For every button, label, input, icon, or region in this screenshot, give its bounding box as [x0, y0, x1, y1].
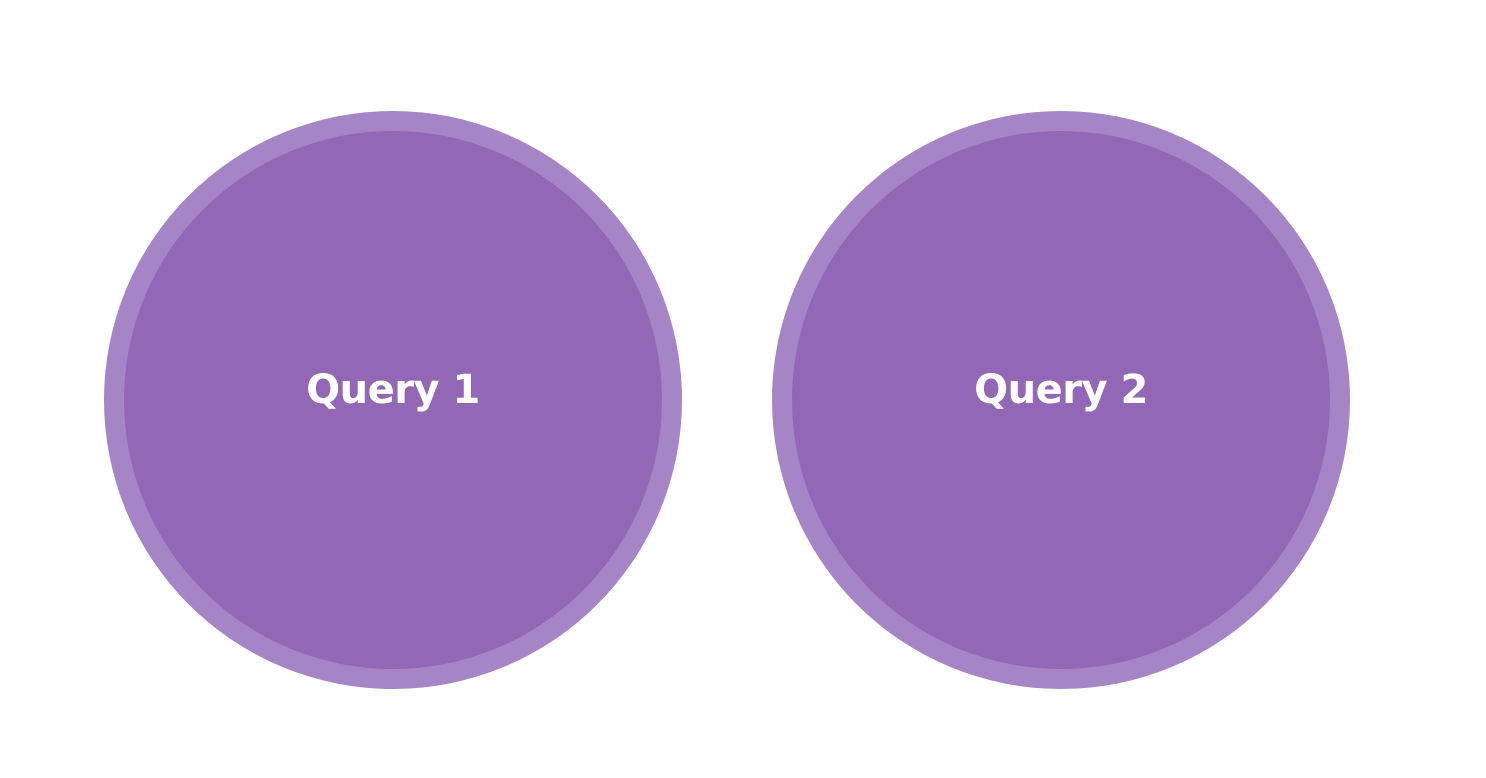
- query-1-label: Query 1: [306, 367, 480, 413]
- query-2-label: Query 2: [974, 367, 1148, 413]
- query-1-circle-fill: Query 1: [124, 131, 662, 669]
- query-1-circle: Query 1: [104, 111, 682, 689]
- query-2-circle-fill: Query 2: [792, 131, 1330, 669]
- query-2-circle: Query 2: [772, 111, 1350, 689]
